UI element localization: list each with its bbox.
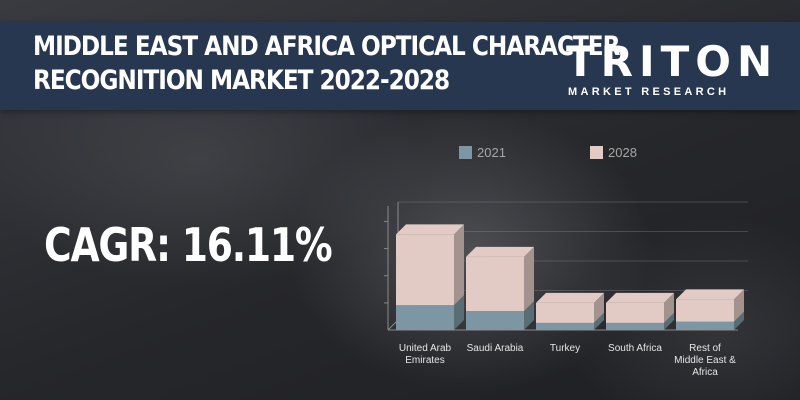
bar-2028-0-front <box>396 234 454 306</box>
bar-2021-2-front <box>536 322 594 330</box>
bar-2021-3-front <box>606 322 664 330</box>
bar-2028-4-top <box>676 289 744 300</box>
x-tick-label: United Arab Emirates <box>398 343 452 366</box>
x-tick-label: South Africa <box>608 343 662 354</box>
bar-2021-0-front <box>396 305 454 330</box>
triton-logo: TRITON MARKET RESEARCH <box>566 37 772 103</box>
bar-2028-2-top <box>536 292 604 303</box>
title-banner: MIDDLE EAST AND AFRICA OPTICAL CHARACTER… <box>0 22 800 110</box>
legend-item-2021: 2021 <box>459 144 506 160</box>
cagr-value: 16.11% <box>181 218 333 272</box>
bar-2021-3-side <box>664 312 674 330</box>
bar-2028-0-top <box>396 224 464 235</box>
bar-2028-0-side <box>454 224 464 306</box>
bar-2021-4-side <box>734 311 744 330</box>
bar-2021-1-side <box>524 301 534 330</box>
title-line-2: RECOGNITION MARKET 2022-2028 <box>33 65 450 96</box>
bar-2021-0-side <box>454 295 464 330</box>
logo-tagline: MARKET RESEARCH <box>568 86 730 98</box>
logo-wordmark: TRITON <box>566 37 779 86</box>
bar-2028-1-side <box>524 246 534 312</box>
bar-2028-1-front <box>466 256 524 312</box>
legend-item-2028: 2028 <box>590 144 637 160</box>
bar-2028-2-side <box>594 292 604 323</box>
bar-2028-1-top <box>466 246 534 257</box>
legend-label-2028: 2028 <box>608 144 637 160</box>
cagr-label: CAGR: <box>44 218 171 272</box>
legend-swatch-2021 <box>459 145 472 159</box>
bar-2028-3-front <box>606 302 664 323</box>
legend-label-2021: 2021 <box>477 144 506 160</box>
bar-2028-4-side <box>734 289 744 322</box>
x-tick-label: Rest of Middle East & Africa <box>674 343 736 378</box>
legend-swatch-2028 <box>590 145 603 159</box>
bar-2028-2-front <box>536 302 594 323</box>
bar-2021-4-front <box>676 321 734 330</box>
bar-2021-2-side <box>594 312 604 330</box>
x-tick-label: Turkey <box>549 343 581 354</box>
cagr-callout: CAGR: 16.11% <box>44 218 333 272</box>
bar-2028-3-top <box>606 292 674 303</box>
bar-2028-4-front <box>676 299 734 322</box>
bar-2028-3-side <box>664 292 674 323</box>
bar-2021-1-front <box>466 311 524 330</box>
x-tick-label: Saudi Arabia <box>466 343 524 354</box>
